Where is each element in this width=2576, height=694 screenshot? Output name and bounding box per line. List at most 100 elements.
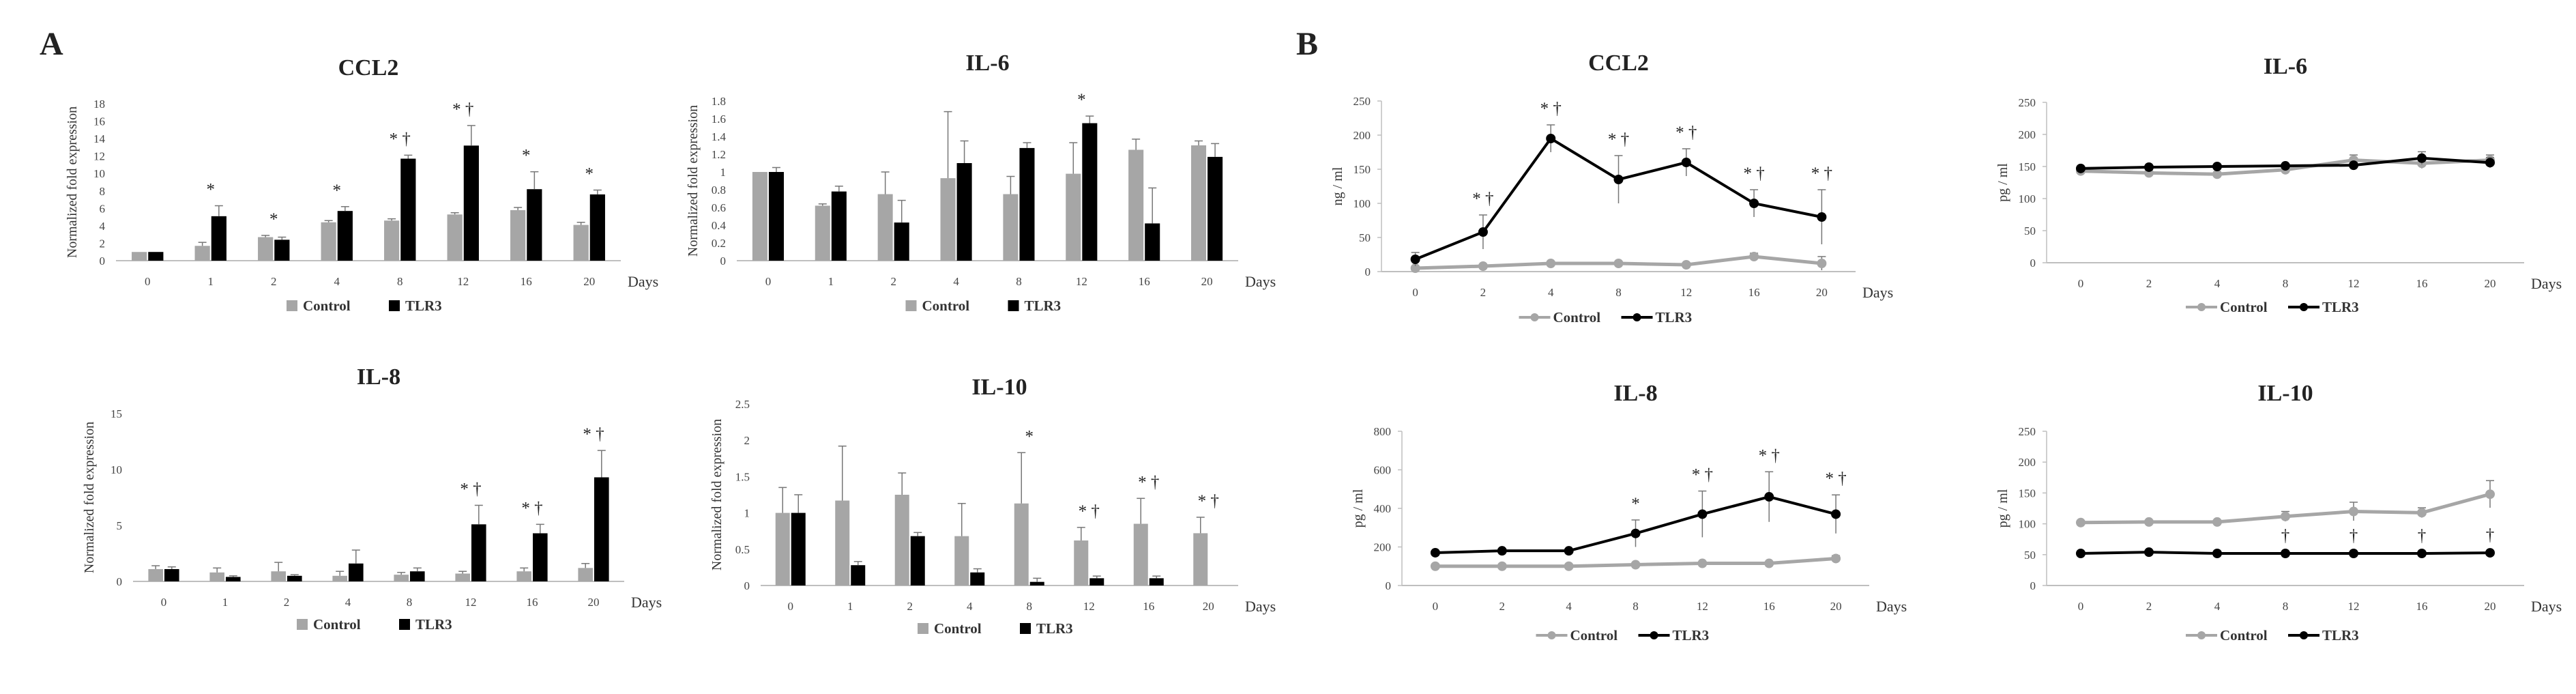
bar-tlr3 bbox=[894, 222, 909, 261]
point-tlr3 bbox=[1817, 212, 1827, 222]
point-control bbox=[2076, 517, 2085, 527]
x-tick-label: 8 bbox=[2283, 600, 2289, 613]
y-tick-label: 1.8 bbox=[712, 95, 726, 108]
point-control bbox=[2417, 508, 2427, 518]
x-tick-label: 12 bbox=[2348, 600, 2360, 613]
legend-marker-tlr3 bbox=[1650, 631, 1658, 639]
legend-label-tlr3: TLR3 bbox=[1036, 620, 1073, 637]
chart-4-ccl2: CCL2 ng / ml 0 50 100 150 200 250 0 2 4 8 12 16 20 Days… bbox=[1330, 50, 1893, 326]
x-tick-label: 16 bbox=[527, 596, 538, 609]
panel-label-b: B bbox=[1296, 26, 1318, 62]
point-control bbox=[2349, 506, 2358, 517]
point-tlr3 bbox=[1749, 199, 1759, 208]
significance-marker: † bbox=[2418, 527, 2427, 545]
point-control bbox=[1478, 261, 1488, 271]
legend-label-tlr3: TLR3 bbox=[1025, 298, 1062, 314]
bar-tlr3 bbox=[226, 577, 241, 581]
legend-marker-tlr3 bbox=[2300, 631, 2308, 639]
bar-tlr3 bbox=[910, 536, 925, 585]
bar-control bbox=[775, 512, 790, 585]
legend: Control TLR3 bbox=[287, 298, 442, 314]
point-tlr3 bbox=[2417, 153, 2427, 163]
legend: Control TLR3 bbox=[918, 620, 1073, 637]
legend-label-control: Control bbox=[934, 620, 982, 637]
legend-label-control: Control bbox=[922, 298, 970, 314]
legend-label-tlr3: TLR3 bbox=[1673, 627, 1710, 644]
y-tick-label: 250 bbox=[2019, 425, 2036, 438]
bar-control bbox=[835, 500, 850, 585]
bar-control bbox=[1128, 149, 1144, 261]
x-tick-label: 12 bbox=[1680, 286, 1692, 299]
point-tlr3 bbox=[2144, 547, 2154, 558]
chart-title: IL-8 bbox=[1613, 381, 1657, 406]
bar-control bbox=[209, 572, 224, 581]
point-control bbox=[1564, 561, 1574, 571]
bar-control bbox=[148, 568, 163, 581]
bar-tlr3 bbox=[1019, 147, 1035, 261]
y-tick-label: 0.6 bbox=[712, 201, 726, 214]
legend-marker-tlr3 bbox=[1633, 313, 1641, 321]
legend: Control TLR3 bbox=[905, 298, 1062, 314]
x-tick-label: 2 bbox=[890, 275, 896, 288]
significance-marker: * bbox=[269, 210, 278, 229]
x-tick-label: 2 bbox=[2146, 600, 2152, 613]
x-tick-label: 20 bbox=[1203, 600, 1214, 613]
legend-swatch-tlr3 bbox=[1020, 623, 1031, 634]
x-tick-label: 8 bbox=[1016, 275, 1022, 288]
significance-marker: * † bbox=[583, 425, 604, 444]
point-tlr3 bbox=[2281, 548, 2290, 558]
legend: Control TLR3 bbox=[1536, 627, 1710, 644]
x-tick-label: 4 bbox=[2214, 277, 2221, 290]
legend: Control TLR3 bbox=[1519, 309, 1692, 326]
y-tick-label: 200 bbox=[1353, 129, 1371, 142]
bar-control bbox=[573, 225, 589, 261]
x-tick-label: 1 bbox=[208, 275, 214, 288]
significance-marker: * bbox=[1631, 495, 1640, 513]
y-tick-label: 1.4 bbox=[712, 130, 727, 143]
bar-control bbox=[877, 194, 893, 261]
significance-marker: * † bbox=[1759, 446, 1780, 465]
significance-marker: * † bbox=[1743, 164, 1764, 183]
legend-swatch-tlr3 bbox=[389, 300, 400, 311]
y-tick-label: 100 bbox=[1353, 197, 1371, 210]
point-tlr3 bbox=[2144, 162, 2154, 172]
chart-title: IL-8 bbox=[357, 364, 400, 390]
x-tick-label: 2 bbox=[1499, 600, 1506, 613]
legend-swatch-control bbox=[287, 300, 297, 311]
point-tlr3 bbox=[1564, 546, 1574, 556]
y-tick-label: 1.5 bbox=[735, 470, 750, 483]
y-tick-label: 0 bbox=[2030, 257, 2036, 270]
y-tick-label: 0 bbox=[744, 579, 750, 592]
legend-marker-control bbox=[2197, 631, 2206, 639]
significance-marker: * † bbox=[1079, 502, 1100, 521]
bar-control bbox=[1193, 533, 1208, 585]
x-tick-label: 12 bbox=[2348, 277, 2360, 290]
legend-marker-control bbox=[1530, 313, 1539, 321]
x-tick-label: 4 bbox=[953, 275, 959, 288]
bar-tlr3 bbox=[589, 194, 605, 261]
point-tlr3 bbox=[1697, 509, 1708, 519]
bar-control bbox=[1191, 145, 1207, 261]
y-tick-label: 10 bbox=[111, 463, 122, 476]
y-tick-label: 1 bbox=[744, 507, 750, 520]
x-tick-label: 2 bbox=[2146, 277, 2152, 290]
chart-title: CCL2 bbox=[1588, 50, 1649, 76]
x-tick-label: 16 bbox=[1139, 275, 1150, 288]
y-tick-label: 2.5 bbox=[735, 398, 750, 411]
significance-marker: * bbox=[522, 147, 531, 165]
bar-control bbox=[1003, 194, 1019, 261]
x-tick-label: 1 bbox=[828, 275, 834, 288]
point-control bbox=[2212, 517, 2222, 527]
point-tlr3 bbox=[2212, 548, 2222, 558]
y-tick-label: 150 bbox=[1353, 163, 1371, 176]
significance-marker: * † bbox=[452, 100, 473, 119]
legend-swatch-tlr3 bbox=[399, 619, 410, 630]
point-control bbox=[1697, 558, 1708, 568]
point-tlr3 bbox=[2076, 548, 2085, 558]
chart-1-il-6: IL-6 Normalized fold expression 0 0.2 0.4 0.6… bbox=[686, 50, 1276, 314]
x-tick-label: 0 bbox=[765, 275, 772, 288]
y-tick-label: 200 bbox=[2019, 456, 2036, 469]
x-tick-label: 16 bbox=[1143, 600, 1154, 613]
significance-marker: * † bbox=[1692, 466, 1713, 485]
